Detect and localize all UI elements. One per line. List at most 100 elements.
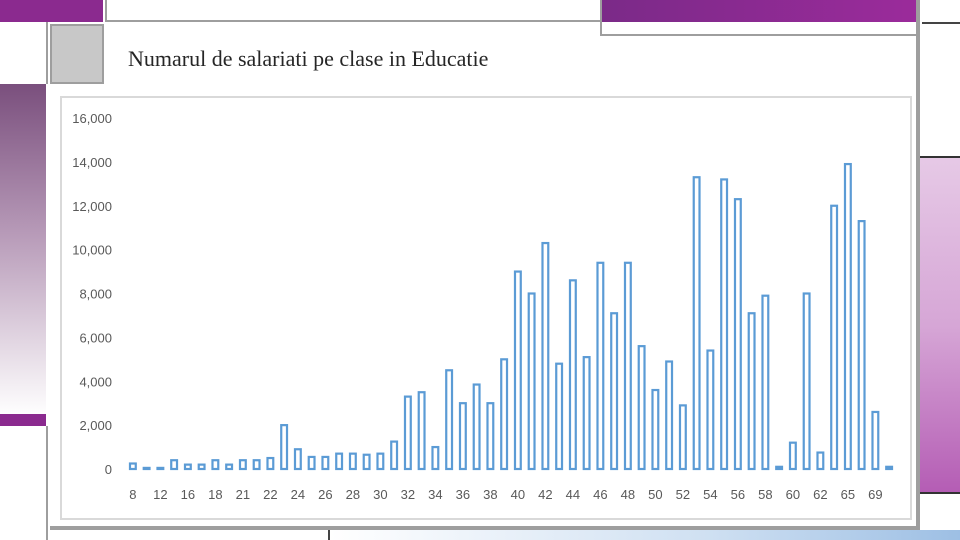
bar [142, 466, 151, 471]
bar [225, 463, 234, 471]
bar [733, 198, 742, 471]
bar [266, 456, 275, 471]
bar [775, 465, 784, 471]
top-right-accent-bar [602, 0, 918, 22]
bottom-blue-strip [330, 530, 960, 540]
bar [376, 452, 385, 471]
x-tick-label: 44 [566, 487, 580, 502]
x-tick-label: 18 [208, 487, 222, 502]
x-tick-label: 34 [428, 487, 442, 502]
x-tick-label: 36 [456, 487, 470, 502]
x-tick-label: 16 [181, 487, 195, 502]
y-tick-label: 2,000 [79, 418, 112, 433]
bar [128, 462, 137, 471]
bar [871, 410, 880, 471]
top-right-frame-line [600, 0, 602, 36]
x-tick-label: 26 [318, 487, 332, 502]
bar [568, 279, 577, 471]
y-tick-label: 6,000 [79, 330, 112, 345]
bar [403, 395, 412, 471]
chart-frame: 16,000 14,000 12,000 10,000 8,000 6,000 4,000 2… [60, 96, 912, 520]
bar [582, 356, 591, 471]
far-right-purple-panel [920, 156, 960, 494]
right-frame-line [916, 0, 920, 526]
left-accent-line [0, 414, 46, 426]
bar [830, 204, 839, 471]
bar [500, 358, 509, 471]
bar [596, 261, 605, 471]
x-tick-label: 69 [868, 487, 882, 502]
bar [706, 349, 715, 471]
x-tick-label: 30 [373, 487, 387, 502]
bar [843, 162, 852, 471]
bar [857, 220, 866, 471]
bar [197, 463, 206, 471]
bar [527, 292, 536, 471]
top-grey-bar [105, 0, 600, 22]
bar [747, 312, 756, 471]
x-tick-label: 62 [813, 487, 827, 502]
bar [335, 452, 344, 471]
x-tick-label: 65 [841, 487, 855, 502]
bar [637, 345, 646, 471]
bottom-frame-line [50, 526, 920, 530]
y-tick-label: 12,000 [72, 199, 112, 214]
bar [445, 369, 454, 471]
slide-title: Numarul de salariati pe clase in Educati… [128, 46, 489, 71]
far-right-bottom-line [920, 492, 960, 494]
bar [238, 459, 247, 471]
y-tick-label: 0 [105, 462, 112, 477]
x-tick-label: 52 [676, 487, 690, 502]
bar [431, 445, 440, 471]
bar [458, 402, 467, 471]
x-tick-label: 42 [538, 487, 552, 502]
top-left-accent-bar [0, 0, 103, 22]
x-tick-label: 50 [648, 487, 662, 502]
bar [541, 241, 550, 471]
x-tick-label: 32 [401, 487, 415, 502]
bar [280, 424, 289, 471]
left-gradient-strip [0, 84, 46, 416]
x-tick-label: 48 [621, 487, 635, 502]
bar [788, 441, 797, 471]
y-tick-label: 16,000 [72, 111, 112, 126]
bottom-left-divider [328, 530, 330, 540]
left-white-box [0, 22, 48, 84]
x-tick-label: 54 [703, 487, 717, 502]
x-tick-label: 40 [511, 487, 525, 502]
bar [802, 292, 811, 471]
y-tick-label: 8,000 [79, 287, 112, 302]
bar [651, 388, 660, 471]
far-right-top-box [922, 22, 960, 38]
bar [692, 176, 701, 471]
bar [761, 294, 770, 471]
x-tick-label: 58 [758, 487, 772, 502]
y-tick-label: 10,000 [72, 243, 112, 258]
bar [156, 466, 165, 471]
bar [211, 459, 220, 471]
bar [720, 178, 729, 471]
bar [170, 459, 179, 471]
bar [293, 448, 302, 471]
x-tick-label: 38 [483, 487, 497, 502]
y-tick-label: 14,000 [72, 155, 112, 170]
x-tick-label: 12 [153, 487, 167, 502]
bar [678, 404, 687, 471]
x-tick-label: 56 [731, 487, 745, 502]
bar [252, 459, 261, 471]
bar-chart: 16,000 14,000 12,000 10,000 8,000 6,000 4,000 2… [72, 111, 894, 502]
bar [665, 360, 674, 471]
bar [321, 455, 330, 471]
bar [417, 391, 426, 471]
x-tick-label: 8 [129, 487, 136, 502]
bar [816, 451, 825, 471]
left-bottom-box [0, 426, 48, 540]
bar [555, 362, 564, 471]
bar [610, 312, 619, 471]
top-right-frame-line-h [600, 34, 920, 36]
bar [362, 453, 371, 471]
x-tick-label: 60 [786, 487, 800, 502]
bar [390, 440, 399, 471]
bar [486, 402, 495, 471]
x-tick-label: 24 [291, 487, 305, 502]
